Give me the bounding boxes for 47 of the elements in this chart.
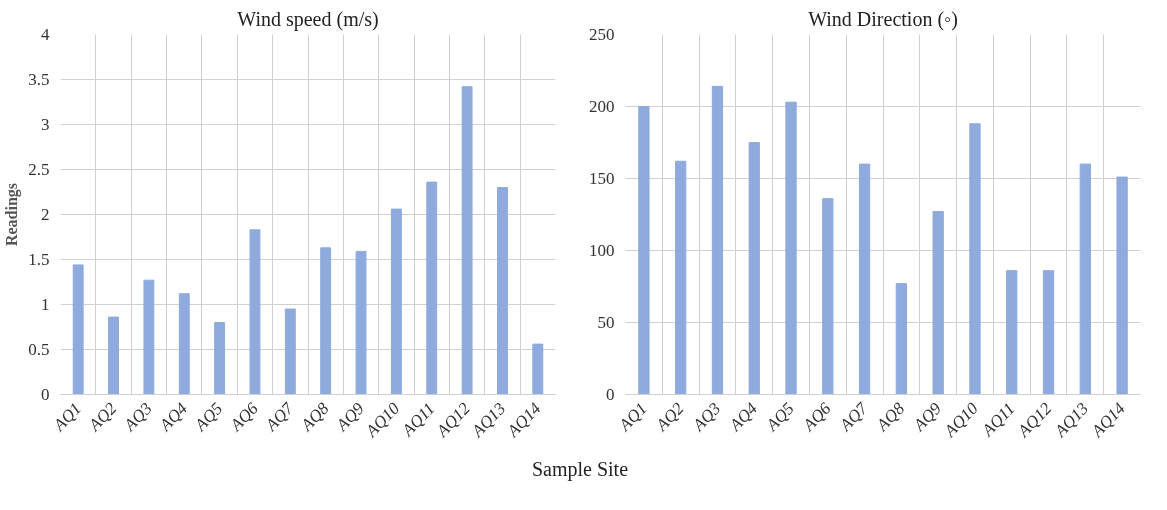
y-tick-label: 0 <box>606 385 615 404</box>
bar <box>426 181 438 395</box>
y-tick-label: 2.5 <box>28 160 50 179</box>
bar <box>143 279 155 395</box>
y-tick-label: 1.5 <box>28 250 50 269</box>
y-axis-title: Readings <box>3 182 22 247</box>
y-tick-label: 100 <box>589 241 615 260</box>
y-tick-label: 200 <box>589 97 615 116</box>
bar <box>638 106 650 395</box>
bar <box>1006 270 1018 395</box>
bar <box>461 86 473 395</box>
bar <box>532 343 544 395</box>
bar <box>785 101 797 395</box>
y-tick-label: 250 <box>589 25 615 44</box>
bar <box>675 160 687 395</box>
bar <box>932 211 944 395</box>
x-axis-title: Sample Site <box>531 457 629 483</box>
bar <box>711 85 724 395</box>
bar <box>497 187 508 395</box>
y-tick-label: 50 <box>597 313 615 332</box>
bar <box>1042 270 1055 395</box>
y-tick-label: 3 <box>41 115 50 134</box>
bar <box>1116 176 1128 395</box>
bar <box>1079 163 1091 395</box>
y-tick-label: 150 <box>589 169 615 188</box>
y-tick-label: 3.5 <box>28 70 50 89</box>
bar <box>108 316 119 395</box>
y-tick-label: 1 <box>41 295 50 314</box>
y-tick-label: 0 <box>41 385 50 404</box>
chart-title: Wind Direction (◦) <box>808 7 958 31</box>
y-tick-label: 4 <box>41 25 50 44</box>
bar <box>320 247 332 395</box>
y-tick-label: 2 <box>41 205 50 224</box>
bar <box>249 229 261 395</box>
bar <box>895 283 908 395</box>
bar <box>858 163 871 395</box>
bar <box>969 123 981 395</box>
bar <box>284 308 296 395</box>
bar <box>355 250 367 395</box>
bar <box>214 322 226 395</box>
bar <box>822 198 834 395</box>
bar <box>390 208 402 395</box>
chart-title: Wind speed (m/s) <box>237 7 379 31</box>
bar <box>748 142 760 395</box>
bar <box>72 264 84 395</box>
y-tick-label: 0.5 <box>28 340 50 359</box>
bar <box>178 293 190 395</box>
